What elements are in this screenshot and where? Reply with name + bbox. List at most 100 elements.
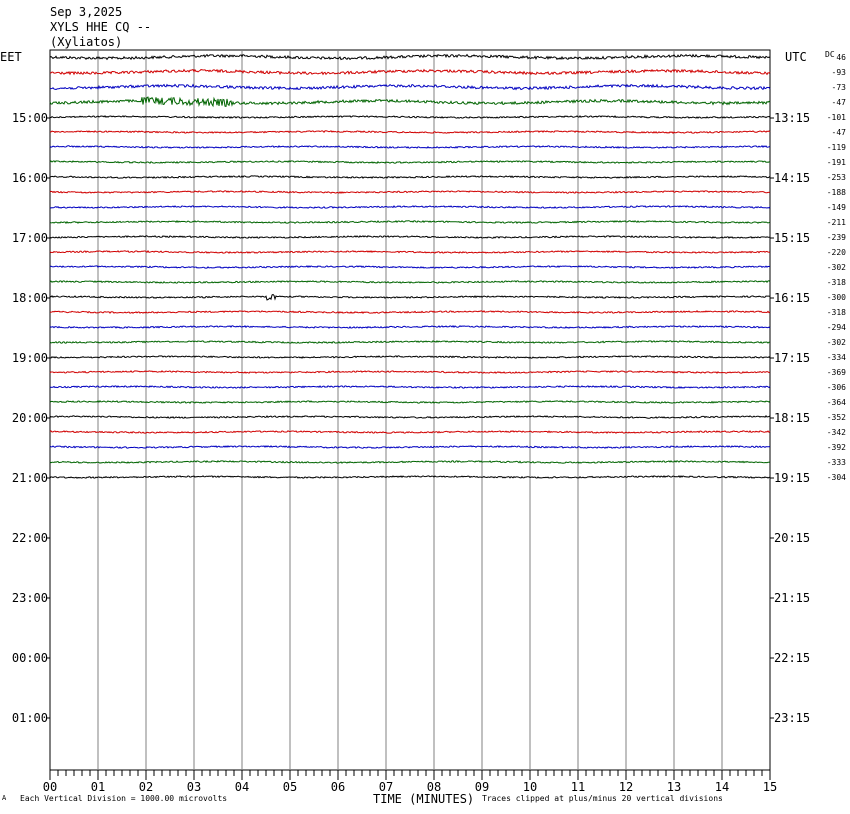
x-tick-label: 07 (379, 780, 393, 794)
dc-offset-label: -47 (832, 98, 847, 107)
trace-line (49, 190, 771, 195)
dc-offset-label: -342 (827, 428, 846, 437)
dc-offset-label: -149 (827, 203, 846, 212)
trace-line (49, 96, 771, 108)
hour-label-left: 21:00 (12, 471, 48, 485)
trace-line (49, 265, 771, 269)
trace-line (49, 130, 771, 134)
x-tick-label: 03 (187, 780, 201, 794)
trace-line (49, 235, 771, 239)
left-zone-label: EET (0, 50, 22, 64)
trace-line (49, 280, 771, 284)
trace-line (49, 430, 771, 434)
trace-line (49, 250, 771, 254)
hour-label-left: 23:00 (12, 591, 48, 605)
dc-offset-label: -318 (827, 278, 846, 287)
hour-label-right: 15:15 (774, 231, 810, 245)
dc-offset-label: -300 (827, 293, 846, 302)
dc-offset-label: -211 (827, 218, 846, 227)
x-tick-label: 15 (763, 780, 777, 794)
plot-frame (49, 49, 771, 771)
trace-line (49, 219, 771, 225)
dc-offset-label: -119 (827, 143, 846, 152)
dc-offset-label: -318 (827, 308, 846, 317)
hour-label-left: 17:00 (12, 231, 48, 245)
dc-offset-label: -302 (827, 263, 846, 272)
trace-line (49, 160, 771, 164)
trace-line (49, 205, 771, 209)
dc-offset-label: -306 (827, 383, 846, 392)
header-station: XYLS HHE CQ -- (50, 20, 152, 34)
hour-label-left: 20:00 (12, 411, 48, 425)
x-tick-label: 05 (283, 780, 297, 794)
dc-offset-label: -188 (827, 188, 846, 197)
hour-label-right: 21:15 (774, 591, 810, 605)
hour-label-left: 18:00 (12, 291, 48, 305)
hour-label-left: 22:00 (12, 531, 48, 545)
dc-offset-label: -352 (827, 413, 846, 422)
dc-offset-label: -392 (827, 443, 846, 452)
trace-line (49, 325, 771, 329)
x-tick-label: 09 (475, 780, 489, 794)
x-tick-label: 13 (667, 780, 681, 794)
trace-line (49, 115, 771, 119)
hour-label-right: 18:15 (774, 411, 810, 425)
x-tick-label: 04 (235, 780, 249, 794)
footer-clip-note: Traces clipped at plus/minus 20 vertical… (482, 794, 723, 803)
trace-line (49, 475, 771, 479)
x-tick-label: 14 (715, 780, 729, 794)
dc-offset-label: -333 (827, 458, 846, 467)
dc-offset-label: 46 (836, 53, 846, 62)
trace-line (49, 355, 771, 359)
dc-offset-label: -191 (827, 158, 846, 167)
x-tick-label: 08 (427, 780, 441, 794)
dc-offset-label: -93 (832, 68, 847, 77)
x-axis-title: TIME (MINUTES) (373, 792, 475, 806)
hour-label-right: 22:15 (774, 651, 810, 665)
dc-offset-label: -302 (827, 338, 846, 347)
dc-offset-label: -294 (827, 323, 846, 332)
hour-label-left: 16:00 (12, 171, 48, 185)
header-date: Sep 3,2025 (50, 5, 123, 19)
dc-offset-label: -47 (832, 128, 847, 137)
dc-offset-label: -369 (827, 368, 846, 377)
hour-label-left: 01:00 (12, 711, 48, 725)
hour-label-right: 16:15 (774, 291, 810, 305)
hour-label-left: 15:00 (12, 111, 48, 125)
x-tick-label: 11 (571, 780, 585, 794)
trace-line (49, 145, 771, 149)
trace-line (49, 293, 771, 301)
dc-offset-label: -220 (827, 248, 846, 257)
dc-label: DC (825, 50, 835, 59)
hour-label-right: 20:15 (774, 531, 810, 545)
x-tick-label: 10 (523, 780, 537, 794)
trace-line (49, 414, 771, 419)
trace-line (49, 400, 771, 404)
hour-label-right: 13:15 (774, 111, 810, 125)
header-site: (Xyliatos) (50, 35, 123, 49)
dc-offset-label: -364 (827, 398, 846, 407)
trace-line (49, 370, 771, 374)
dc-offset-label: -239 (827, 233, 846, 242)
right-zone-label: UTC (785, 50, 807, 64)
x-tick-label: 00 (43, 780, 57, 794)
hour-label-right: 23:15 (774, 711, 810, 725)
trace-line (49, 53, 771, 61)
trace-line (49, 175, 771, 179)
x-tick-label: 01 (91, 780, 105, 794)
x-tick-label: 12 (619, 780, 633, 794)
x-tick-label: 06 (331, 780, 345, 794)
trace-line (49, 310, 771, 314)
hour-label-right: 17:15 (774, 351, 810, 365)
dc-offset-label: -253 (827, 173, 846, 182)
dc-offset-label: -304 (827, 473, 846, 482)
trace-line (49, 83, 771, 91)
trace-line (49, 445, 771, 449)
dc-offset-label: -334 (827, 353, 846, 362)
corner-mark: A (2, 794, 7, 802)
hour-label-right: 14:15 (774, 171, 810, 185)
hour-label-left: 00:00 (12, 651, 48, 665)
footer-scale-note: Each Vertical Division = 1000.00 microvo… (20, 794, 228, 803)
x-tick-label: 02 (139, 780, 153, 794)
